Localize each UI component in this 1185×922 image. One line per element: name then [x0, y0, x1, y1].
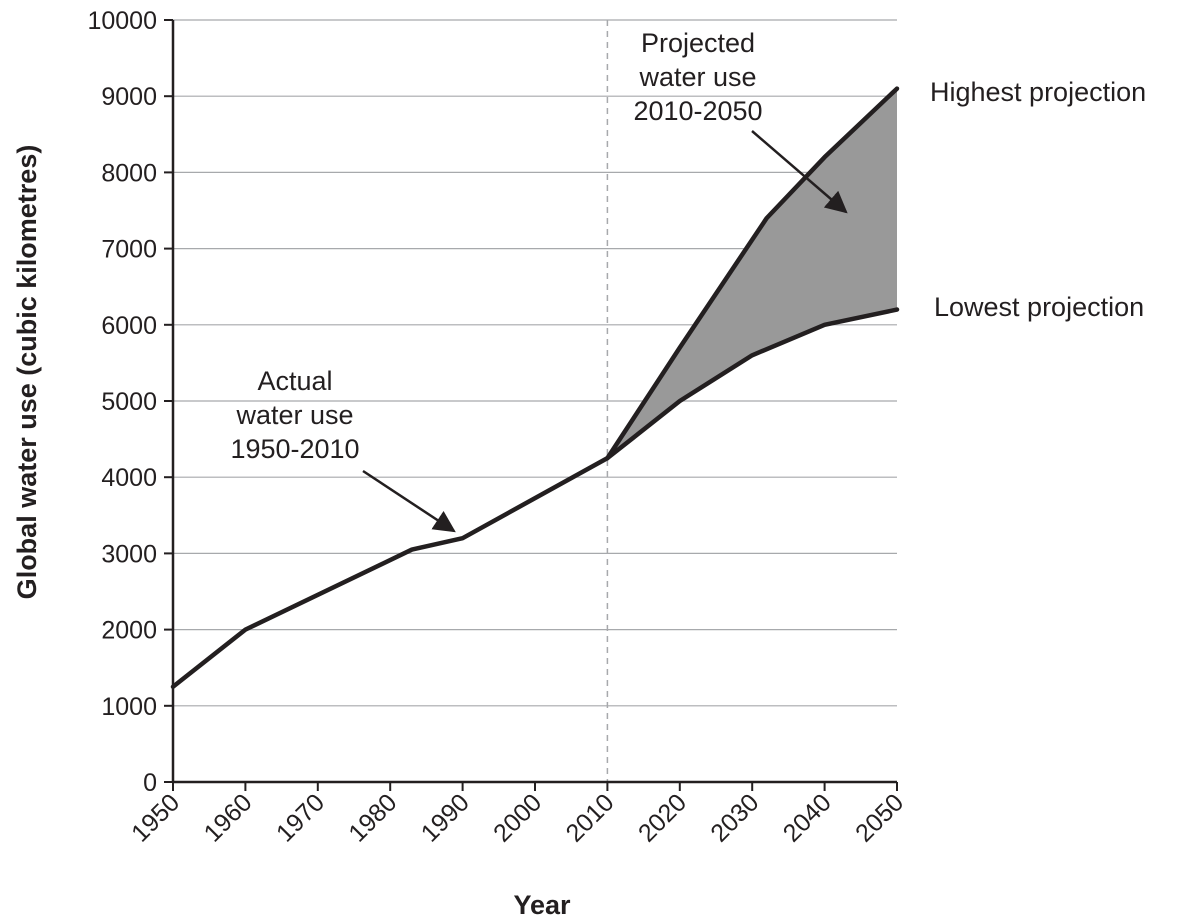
y-tick-label-7000: 7000	[101, 236, 157, 264]
projection-range-area	[607, 88, 897, 459]
highest-projection-label: Highest projection	[930, 77, 1146, 107]
highest-projection-line	[605, 86, 900, 461]
y-tick-labels: 0 1000 2000 3000 4000 5000 6000 7000 8000 9000 100…	[87, 7, 173, 797]
annotation-actual: Actual water use 1950-2010	[230, 366, 456, 533]
annotation-projected-arrow	[751, 130, 848, 214]
x-tick-label-1990: 1990	[416, 788, 475, 847]
x-tick-label-1950: 1950	[126, 788, 185, 847]
y-tick-label-10000: 10000	[87, 7, 157, 35]
x-tick-labels: 1950 1960 1970 1980 1990 2000 2010 2020 2030 2040…	[126, 782, 909, 848]
lowest-projection-label: Lowest projection	[934, 292, 1144, 322]
annotation-projected: Projected water use 2010-2050	[633, 28, 848, 214]
annotation-actual-arrow	[362, 469, 456, 533]
y-tick-label-4000: 4000	[101, 464, 157, 492]
y-tick-label-5000: 5000	[101, 388, 157, 416]
y-tick-label-0: 0	[143, 769, 157, 797]
lowest-projection-line	[605, 307, 900, 461]
x-tick-label-2040: 2040	[778, 788, 837, 847]
series-lines	[170, 86, 900, 689]
annotation-actual-line-3: 1950-2010	[230, 434, 359, 464]
x-tick-label-1960: 1960	[199, 788, 258, 847]
y-tick-label-8000: 8000	[101, 159, 157, 187]
y-tick-label-2000: 2000	[101, 617, 157, 645]
annotation-actual-line-1: Actual	[257, 366, 332, 396]
actual-water-use-line	[170, 455, 610, 689]
x-tick-label-1980: 1980	[343, 788, 402, 847]
y-tick-label-3000: 3000	[101, 540, 157, 568]
y-tick-label-9000: 9000	[101, 83, 157, 111]
y-tick-label-6000: 6000	[101, 312, 157, 340]
x-tick-label-2030: 2030	[705, 788, 764, 847]
x-axis-title: Year	[513, 890, 571, 920]
x-tick-label-2000: 2000	[488, 788, 547, 847]
annotation-projected-line-3: 2010-2050	[633, 96, 762, 126]
annotation-actual-line-2: water use	[235, 400, 353, 430]
x-tick-label-2050: 2050	[850, 788, 909, 847]
y-axis-title: Global water use (cubic kilometres)	[12, 145, 42, 600]
x-tick-label-1970: 1970	[271, 788, 330, 847]
annotation-projected-line-1: Projected	[641, 28, 755, 58]
gridlines	[173, 19, 897, 707]
x-tick-label-2020: 2020	[633, 788, 692, 847]
x-tick-label-2010: 2010	[561, 788, 620, 847]
y-tick-label-1000: 1000	[101, 693, 157, 721]
annotation-projected-line-2: water use	[638, 62, 756, 92]
